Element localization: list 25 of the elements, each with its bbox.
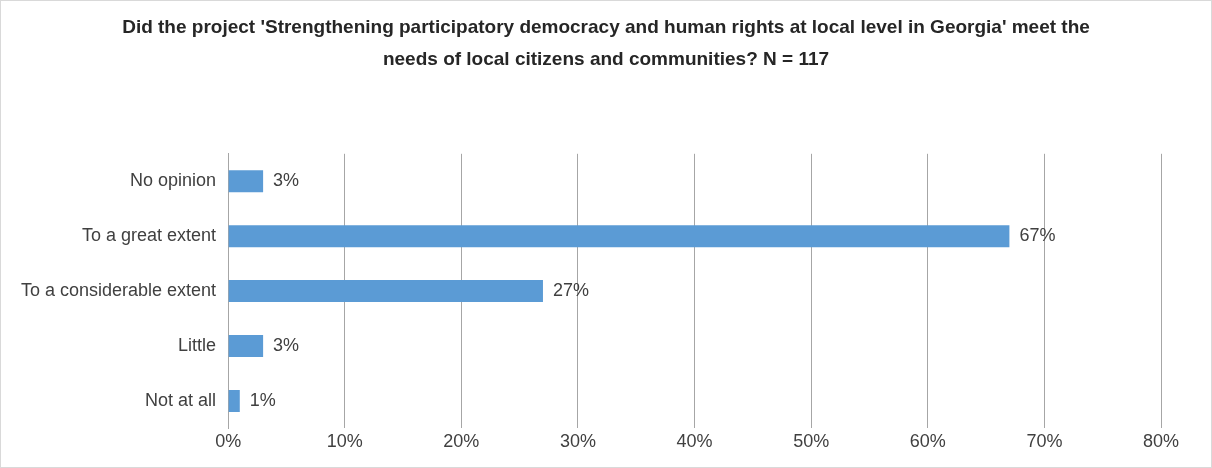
data-label: 3% [273, 170, 300, 191]
y-tick-label: No opinion [130, 170, 217, 191]
chart-title: Did the project 'Strengthening participatory democracy and human rights at local level in Georgia' meet the needs of local citizens and communities? N = 117 [121, 15, 1091, 71]
x-tick-label: 0% [215, 431, 242, 452]
x-tick-label: 10% [326, 431, 363, 452]
x-tick-label: 60% [909, 431, 946, 452]
data-label: 67% [1019, 225, 1056, 246]
data-label: 1% [249, 389, 276, 410]
x-tick-label: 70% [1026, 431, 1063, 452]
bar [228, 225, 1010, 248]
bar [228, 335, 264, 357]
y-tick-label: Little [178, 334, 217, 355]
x-tick-label: 20% [443, 431, 480, 452]
y-tick-label: To a great extent [82, 225, 217, 246]
x-tick-label: 40% [676, 431, 713, 452]
bar [228, 280, 543, 303]
x-tick-label: 80% [1142, 431, 1180, 452]
data-label: 3% [273, 334, 300, 355]
bar [228, 170, 264, 193]
y-tick-label: Not at all [145, 389, 217, 410]
x-tick-label: 30% [559, 431, 596, 452]
data-label: 27% [552, 280, 589, 301]
y-tick-label: To a considerable extent [20, 280, 217, 301]
bar [228, 389, 240, 412]
x-tick-label: 50% [793, 431, 830, 452]
